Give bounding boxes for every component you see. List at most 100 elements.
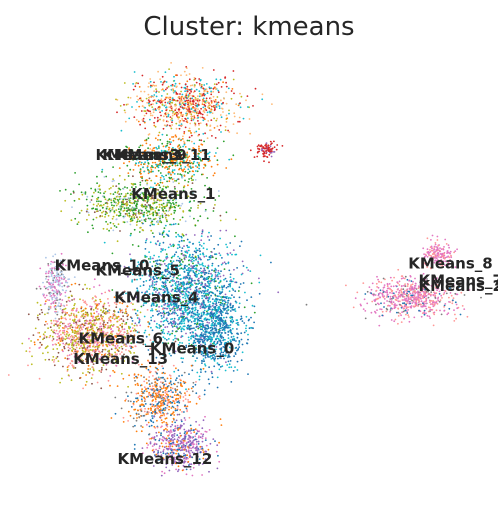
scatter-point bbox=[112, 229, 115, 232]
scatter-point bbox=[194, 179, 197, 181]
scatter-point bbox=[214, 271, 217, 274]
scatter-point bbox=[118, 211, 121, 213]
scatter-point bbox=[143, 219, 146, 221]
scatter-point bbox=[162, 119, 165, 121]
scatter-point bbox=[237, 290, 240, 292]
scatter-point bbox=[138, 213, 141, 215]
scatter-point bbox=[227, 262, 230, 265]
scatter-point bbox=[207, 235, 209, 238]
scatter-point bbox=[183, 239, 185, 242]
scatter-point bbox=[265, 145, 268, 148]
scatter-point bbox=[231, 321, 234, 324]
scatter-point bbox=[187, 320, 190, 323]
scatter-point bbox=[60, 210, 63, 213]
scatter-point bbox=[265, 142, 268, 145]
scatter-point bbox=[249, 149, 252, 152]
scatter-point bbox=[188, 107, 191, 110]
scatter-point bbox=[230, 97, 233, 100]
scatter-point bbox=[204, 265, 207, 268]
scatter-point bbox=[147, 109, 150, 112]
scatter-point bbox=[190, 108, 193, 110]
scatter-point bbox=[105, 175, 108, 178]
scatter-point bbox=[212, 331, 214, 334]
scatter-point bbox=[96, 182, 98, 185]
scatter-point bbox=[231, 327, 234, 330]
scatter-point bbox=[102, 307, 105, 310]
scatter-point bbox=[203, 242, 205, 245]
scatter-point bbox=[202, 92, 205, 95]
scatter-point bbox=[169, 198, 172, 201]
scatter-point bbox=[249, 132, 252, 135]
scatter-point bbox=[74, 329, 76, 332]
scatter-point bbox=[147, 168, 149, 171]
scatter-point bbox=[205, 294, 207, 297]
scatter-point bbox=[109, 211, 111, 214]
scatter-point bbox=[126, 198, 128, 201]
scatter-point bbox=[152, 211, 155, 214]
scatter-point bbox=[203, 294, 206, 297]
scatter-point bbox=[204, 284, 207, 287]
scatter-point bbox=[235, 281, 238, 284]
scatter-point bbox=[147, 196, 150, 199]
scatter-point bbox=[158, 310, 161, 312]
scatter-point bbox=[204, 107, 207, 110]
scatter-point bbox=[202, 110, 205, 112]
scatter-point bbox=[152, 260, 155, 263]
scatter-point bbox=[165, 196, 168, 199]
scatter-point bbox=[152, 314, 154, 317]
scatter-point bbox=[104, 323, 107, 326]
scatter-point bbox=[180, 239, 183, 242]
scatter-point bbox=[203, 290, 206, 293]
scatter-point bbox=[151, 309, 154, 312]
scatter-point bbox=[216, 117, 219, 120]
scatter-point bbox=[116, 192, 119, 194]
scatter-point bbox=[160, 325, 162, 327]
scatter-point bbox=[153, 117, 156, 119]
scatter-point bbox=[165, 174, 168, 177]
scatter-point bbox=[225, 361, 227, 364]
scatter-point bbox=[82, 299, 84, 302]
scatter-point bbox=[75, 346, 78, 349]
scatter-point bbox=[170, 304, 173, 307]
scatter-point bbox=[176, 314, 179, 317]
scatter-point bbox=[241, 320, 244, 322]
scatter-point bbox=[212, 69, 215, 71]
scatter-point bbox=[197, 315, 200, 318]
scatter-point bbox=[238, 120, 241, 123]
scatter-point bbox=[215, 309, 218, 312]
scatter-point bbox=[140, 305, 143, 308]
scatter-point bbox=[248, 327, 251, 330]
scatter-point bbox=[198, 313, 200, 315]
scatter-point bbox=[175, 312, 178, 315]
scatter-point bbox=[125, 103, 128, 106]
scatter-point bbox=[235, 301, 238, 304]
scatter-point bbox=[91, 224, 94, 227]
scatter-point bbox=[217, 301, 220, 304]
scatter-point bbox=[166, 234, 169, 237]
scatter-point bbox=[75, 310, 78, 312]
scatter-point bbox=[71, 206, 73, 209]
scatter-point bbox=[228, 158, 231, 161]
scatter-point bbox=[214, 313, 217, 316]
scatter-point bbox=[160, 89, 163, 91]
scatter-point bbox=[161, 301, 164, 303]
scatter-point bbox=[130, 215, 133, 218]
scatter-point bbox=[250, 326, 252, 329]
scatter-point bbox=[128, 212, 131, 215]
scatter-point bbox=[192, 243, 194, 245]
scatter-point bbox=[225, 211, 228, 214]
scatter-point bbox=[206, 296, 209, 299]
scatter-point bbox=[149, 148, 152, 150]
scatter-point bbox=[194, 84, 196, 86]
scatter-point bbox=[214, 199, 217, 201]
scatter-point bbox=[193, 259, 195, 262]
scatter-point bbox=[129, 316, 132, 318]
scatter-point bbox=[180, 114, 183, 117]
scatter-point bbox=[157, 164, 160, 167]
scatter-point bbox=[235, 253, 238, 256]
scatter-point bbox=[267, 148, 270, 151]
scatter-point bbox=[59, 190, 61, 192]
scatter-point bbox=[179, 325, 182, 328]
scatter-point bbox=[209, 159, 211, 162]
scatter-point bbox=[146, 165, 149, 168]
